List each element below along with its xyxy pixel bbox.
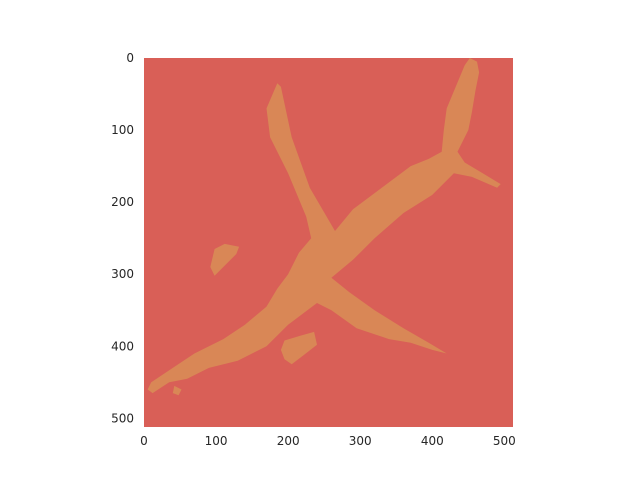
y-tick-label: 400 [111,339,134,353]
airplane-mask-region [147,58,501,394]
y-tick-label: 200 [111,195,134,209]
x-axis: 0 100 200 300 400 500 [140,434,516,448]
y-axis: 0 100 200 300 400 500 [111,51,134,425]
y-tick-label: 500 [111,411,134,425]
x-tick-label: 100 [205,434,228,448]
y-tick-label: 300 [111,267,134,281]
x-tick-label: 200 [277,434,300,448]
mask-layer [147,58,501,396]
mask-blob-1 [210,243,240,276]
mask-blob-3 [172,385,182,396]
x-tick-label: 500 [493,434,516,448]
x-tick-label: 400 [421,434,444,448]
plot-area [144,58,513,427]
x-tick-label: 300 [349,434,372,448]
y-tick-label: 0 [126,51,134,65]
mask-blob-2 [280,331,317,365]
y-tick-label: 100 [111,123,134,137]
x-tick-label: 0 [140,434,148,448]
